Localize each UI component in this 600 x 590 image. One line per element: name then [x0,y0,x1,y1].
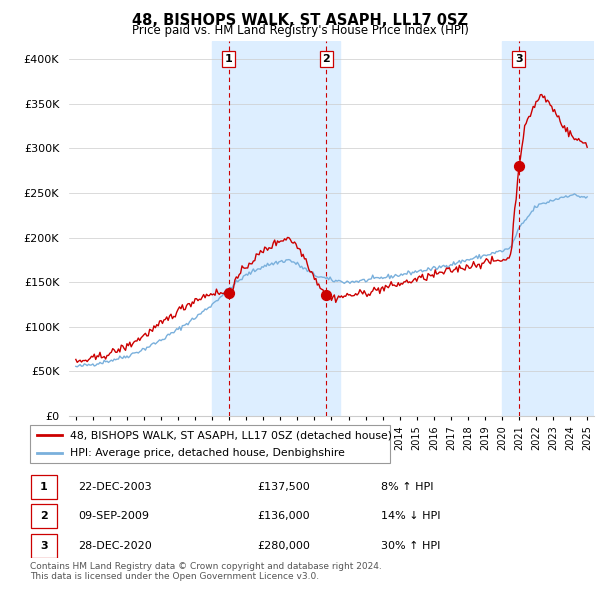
FancyBboxPatch shape [30,425,390,463]
Text: This data is licensed under the Open Government Licence v3.0.: This data is licensed under the Open Gov… [30,572,319,581]
FancyBboxPatch shape [31,534,57,558]
Text: 3: 3 [515,54,523,64]
Text: 2: 2 [322,54,330,64]
Text: 48, BISHOPS WALK, ST ASAPH, LL17 0SZ (detached house): 48, BISHOPS WALK, ST ASAPH, LL17 0SZ (de… [70,430,392,440]
Text: 1: 1 [225,54,233,64]
Bar [502,41,594,416]
Point [322,290,331,299]
Text: 14% ↓ HPI: 14% ↓ HPI [381,511,440,521]
Text: 8% ↑ HPI: 8% ↑ HPI [381,482,433,491]
Text: Contains HM Land Registry data © Crown copyright and database right 2024.: Contains HM Land Registry data © Crown c… [30,562,382,571]
Text: Price paid vs. HM Land Registry's House Price Index (HPI): Price paid vs. HM Land Registry's House … [131,24,469,37]
Point [224,289,233,298]
Text: 22-DEC-2003: 22-DEC-2003 [79,482,152,491]
Text: 2: 2 [40,511,48,521]
FancyBboxPatch shape [31,504,57,528]
Text: £280,000: £280,000 [257,541,310,551]
FancyBboxPatch shape [31,475,57,499]
Bar [212,41,340,416]
Text: 48, BISHOPS WALK, ST ASAPH, LL17 0SZ: 48, BISHOPS WALK, ST ASAPH, LL17 0SZ [132,13,468,28]
Text: £137,500: £137,500 [257,482,310,491]
Text: HPI: Average price, detached house, Denbighshire: HPI: Average price, detached house, Denb… [70,448,344,458]
Text: 30% ↑ HPI: 30% ↑ HPI [381,541,440,551]
Text: 1: 1 [40,482,48,491]
Text: 3: 3 [40,541,48,551]
Text: 09-SEP-2009: 09-SEP-2009 [79,511,149,521]
Point [514,162,524,171]
Text: £136,000: £136,000 [257,511,310,521]
Text: 28-DEC-2020: 28-DEC-2020 [79,541,152,551]
